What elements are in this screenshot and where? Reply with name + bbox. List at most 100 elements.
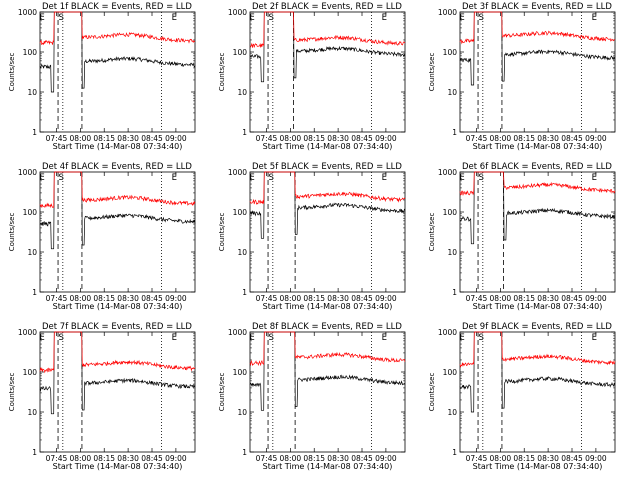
event-marker-label: S — [59, 13, 64, 23]
event-marker-label: E — [39, 333, 44, 343]
y-tick-label: 1000 — [228, 8, 247, 17]
x-tick-label: 07:45 — [466, 294, 488, 303]
y-axis-label: Counts/sec — [8, 213, 16, 252]
y-tick-label: 1 — [452, 288, 457, 297]
x-tick-label: 08:45 — [351, 134, 373, 143]
event-marker-label: E — [172, 173, 177, 183]
x-tick-label: 08:30 — [537, 134, 559, 143]
y-tick-label: 100 — [443, 48, 458, 57]
chart-title: Det 6f BLACK = Events, RED = LLD — [462, 162, 612, 172]
y-tick-label: 1000 — [438, 328, 457, 337]
x-tick-label: 08:00 — [70, 294, 92, 303]
chart-panel-4: Det 4f BLACK = Events, RED = LLD 1 10 100 10… — [8, 162, 196, 311]
x-tick-label: 08:45 — [561, 134, 583, 143]
x-tick-label: 08:15 — [93, 134, 115, 143]
y-axis-label: Counts/sec — [218, 373, 226, 412]
x-tick-label: 09:00 — [585, 294, 607, 303]
y-tick-label: 10 — [237, 88, 247, 97]
plot-frame — [39, 11, 196, 133]
chart-title: Det 1f BLACK = Events, RED = LLD — [42, 2, 192, 12]
x-tick-label: 07:45 — [46, 454, 68, 463]
x-tick-label: 08:00 — [490, 294, 512, 303]
x-tick-label: 08:00 — [490, 454, 512, 463]
x-tick-label: 09:00 — [375, 294, 397, 303]
events-series-line — [39, 171, 196, 250]
event-marker-label: E — [382, 333, 387, 343]
y-axis-label: Counts/sec — [428, 53, 436, 92]
x-tick-label: 08:45 — [561, 294, 583, 303]
y-tick-label: 100 — [23, 48, 38, 57]
x-tick-label: 07:45 — [46, 294, 68, 303]
chart-panel-2: Det 2f BLACK = Events, RED = LLD 1 10 100 10… — [218, 2, 406, 151]
y-tick-label: 1000 — [18, 8, 37, 17]
y-tick-label: 10 — [447, 248, 457, 257]
plot-frame — [39, 171, 196, 293]
chart-title: Det 3f BLACK = Events, RED = LLD — [462, 2, 612, 12]
event-marker-label: S — [269, 13, 274, 23]
x-axis-label: Start Time (14-Mar-08 07:34:40) — [473, 302, 603, 311]
x-tick-label: 08:00 — [280, 454, 302, 463]
chart-title: Det 9f BLACK = Events, RED = LLD — [462, 322, 612, 332]
event-marker-label: E — [172, 13, 177, 23]
x-tick-label: 08:45 — [141, 134, 163, 143]
plot-frame — [249, 171, 406, 293]
x-tick-label: 09:00 — [375, 134, 397, 143]
x-tick-label: 08:15 — [303, 454, 325, 463]
x-tick-label: 08:00 — [280, 294, 302, 303]
y-tick-label: 10 — [447, 408, 457, 417]
lld-series-line — [39, 11, 196, 46]
x-axis-label: Start Time (14-Mar-08 07:34:40) — [263, 142, 393, 151]
y-tick-label: 10 — [447, 88, 457, 97]
y-tick-label: 1 — [452, 128, 457, 137]
x-tick-label: 08:30 — [537, 454, 559, 463]
lld-series-line — [459, 171, 616, 196]
y-tick-label: 100 — [233, 48, 248, 57]
lld-series-line — [249, 11, 406, 48]
x-axis-label: Start Time (14-Mar-08 07:34:40) — [53, 302, 183, 311]
chart-title: Det 4f BLACK = Events, RED = LLD — [42, 162, 192, 172]
plot-frame — [249, 11, 406, 133]
x-tick-label: 08:15 — [303, 294, 325, 303]
lld-series-line — [249, 331, 406, 367]
event-marker-label: E — [382, 173, 387, 183]
x-tick-label: 08:30 — [327, 454, 349, 463]
y-tick-label: 1000 — [438, 168, 457, 177]
y-tick-label: 10 — [27, 248, 37, 257]
x-tick-label: 08:00 — [70, 454, 92, 463]
y-tick-label: 1000 — [438, 8, 457, 17]
x-tick-label: 07:45 — [466, 134, 488, 143]
event-marker-label: E — [459, 13, 464, 23]
x-tick-label: 08:00 — [70, 134, 92, 143]
event-marker-label: S — [59, 333, 64, 343]
x-tick-label: 08:45 — [141, 454, 163, 463]
x-tick-label: 09:00 — [585, 454, 607, 463]
event-marker-label: S — [479, 333, 484, 343]
event-marker-label: S — [269, 173, 274, 183]
y-tick-label: 1000 — [228, 168, 247, 177]
x-tick-label: 08:30 — [117, 134, 139, 143]
y-tick-label: 1 — [242, 128, 247, 137]
y-tick-label: 1 — [32, 128, 37, 137]
chart-title: Det 2f BLACK = Events, RED = LLD — [252, 2, 402, 12]
y-tick-label: 1 — [242, 448, 247, 457]
lld-series-line — [39, 331, 196, 374]
x-tick-label: 08:15 — [513, 454, 535, 463]
x-tick-label: 08:30 — [117, 294, 139, 303]
x-tick-label: 08:15 — [303, 134, 325, 143]
y-axis-label: Counts/sec — [428, 213, 436, 252]
lld-series-line — [459, 331, 616, 368]
y-tick-label: 1 — [32, 448, 37, 457]
x-tick-label: 07:45 — [466, 454, 488, 463]
y-axis-label: Counts/sec — [218, 213, 226, 252]
event-marker-label: S — [59, 173, 64, 183]
event-marker-label: E — [459, 333, 464, 343]
y-tick-label: 1000 — [228, 328, 247, 337]
y-tick-label: 1 — [242, 288, 247, 297]
plot-frame — [459, 11, 616, 133]
x-tick-label: 08:15 — [513, 134, 535, 143]
y-axis-label: Counts/sec — [428, 373, 436, 412]
y-tick-label: 1 — [452, 448, 457, 457]
y-axis-label: Counts/sec — [8, 373, 16, 412]
events-series-line — [39, 331, 196, 415]
chart-panel-6: Det 6f BLACK = Events, RED = LLD 1 10 100 10… — [428, 162, 616, 311]
